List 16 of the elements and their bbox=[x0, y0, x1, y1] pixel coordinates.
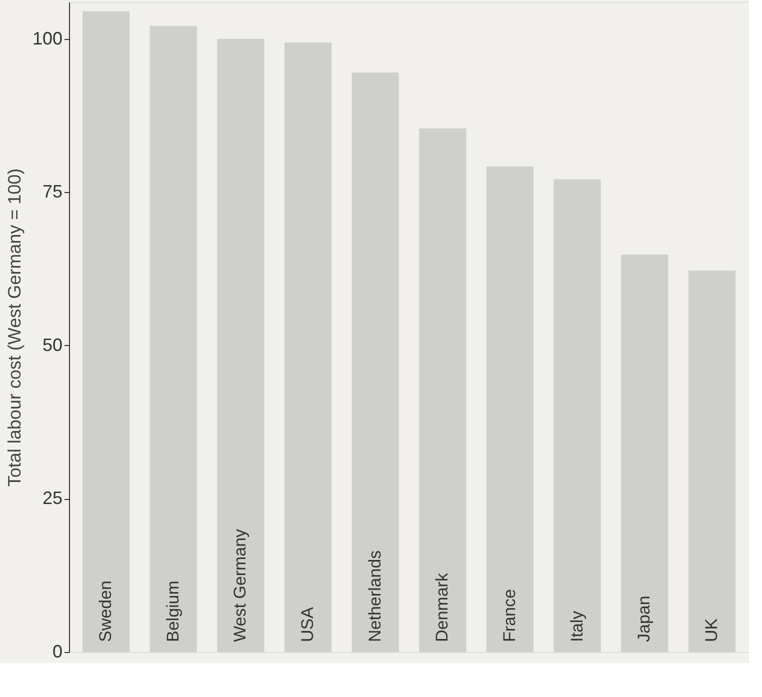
y-tick-label: 0 bbox=[52, 642, 62, 662]
x-tick-label: Belgium bbox=[163, 580, 182, 642]
x-tick-label: Netherlands bbox=[365, 550, 384, 642]
x-tick-label: Japan bbox=[634, 596, 654, 642]
x-tick-label: West Germany bbox=[230, 528, 250, 642]
y-axis-title: Total labour cost (West Germany = 100) bbox=[4, 168, 24, 487]
y-tick-label: 100 bbox=[32, 28, 62, 48]
x-tick-label: France bbox=[500, 589, 519, 642]
x-tick-label: Sweden bbox=[96, 580, 116, 642]
y-tick-label: 50 bbox=[42, 334, 62, 355]
x-tick-label: Italy bbox=[567, 610, 586, 642]
x-tick-label: USA bbox=[298, 606, 318, 642]
y-tick-label: 75 bbox=[42, 182, 62, 202]
y-tick-label: 25 bbox=[42, 488, 62, 508]
x-tick-label: Denmark bbox=[432, 572, 452, 642]
x-tick-label: UK bbox=[702, 618, 721, 642]
